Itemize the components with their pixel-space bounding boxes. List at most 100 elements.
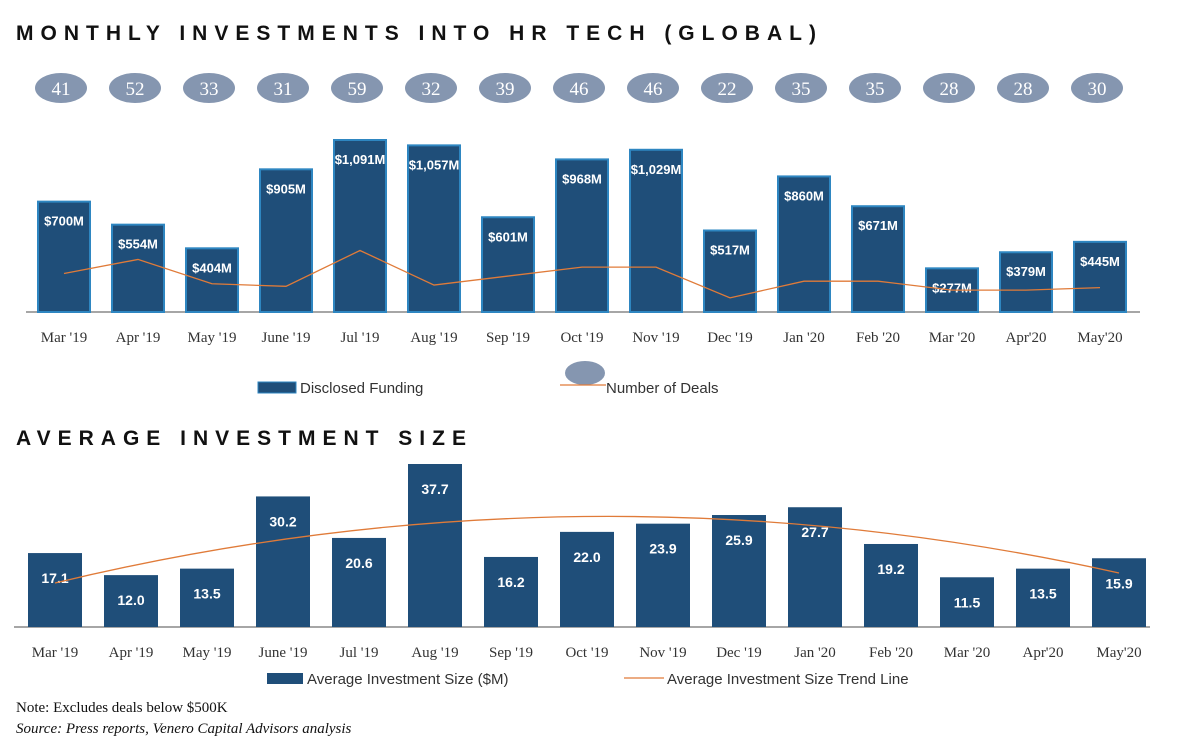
avg-size-bar [712,515,766,627]
legend-funding-label: Disclosed Funding [300,380,423,397]
funding-bar-label: $700M [44,214,84,229]
funding-bar-label: $554M [118,237,158,252]
funding-bar [777,175,831,313]
avg-size-bar-label: 13.5 [1029,586,1056,602]
x-tick-label: Nov '19 [632,330,679,346]
funding-bar [259,168,313,313]
funding-bar [851,205,905,313]
x-tick-label: Dec '19 [707,330,753,346]
x-tick-label-bottom: Apr'20 [1022,645,1063,661]
deals-value-label: 35 [866,79,885,100]
deals-bubble [183,73,235,103]
avg-size-bar-label: 11.5 [954,594,981,610]
funding-bar-label: $277M [932,280,972,295]
avg-size-bar [940,577,994,627]
avg-size-bar [180,568,234,627]
funding-bar [37,200,91,313]
avg-size-bar [28,553,82,627]
funding-bar [999,251,1053,313]
avg-size-bar [104,575,158,627]
funding-bar-label: $968M [562,171,602,186]
avg-size-bar-label: 16.2 [497,574,524,590]
monthly-investments-chart: $700M Mar '19 41 $554M Apr '19 52 $404M May '19… [26,73,1140,397]
avg-size-bar-label: 20.6 [345,555,372,571]
funding-bar-label: $905M [266,181,306,196]
x-tick-label: June '19 [262,330,311,346]
x-tick-label-bottom: Jan '20 [794,645,835,661]
deals-bubble [35,73,87,103]
x-tick-label-bottom: May '19 [183,645,232,661]
funding-bar-label: $445M [1080,254,1120,269]
avg-size-bar [332,537,386,627]
funding-bar [185,247,239,313]
avg-size-bar [636,523,690,627]
funding-bar [407,144,461,313]
avg-size-bar-label: 12.0 [117,592,144,608]
legend-deals-label: Number of Deals [606,380,719,397]
funding-bar [333,139,387,313]
x-tick-label: May '19 [188,330,237,346]
avg-size-bar-label: 27.7 [801,524,828,540]
funding-bar [1073,240,1127,313]
funding-bar-label: $860M [784,188,824,203]
deals-bubble [923,73,975,103]
x-tick-label-bottom: Feb '20 [869,645,913,661]
deals-bubble [997,73,1049,103]
deals-bubble [405,73,457,103]
deals-value-label: 39 [496,79,515,100]
x-tick-label-bottom: Jul '19 [340,645,379,661]
funding-bar [555,158,609,313]
avg-size-bar [560,531,614,627]
x-tick-label: Mar '19 [41,330,87,346]
x-tick-label: Apr '19 [116,330,161,346]
deals-bubble [257,73,309,103]
funding-bar [629,148,683,313]
x-tick-label-bottom: Dec '19 [716,645,762,661]
funding-bar-label: $379M [1006,264,1046,279]
avg-size-bar-label: 37.7 [421,481,448,497]
deals-line [63,249,1101,299]
deals-bubble [701,73,753,103]
legend-trend-label: Average Investment Size Trend Line [667,671,909,688]
avg-size-bar-label: 30.2 [269,513,296,529]
avg-size-bar [484,556,538,627]
deals-value-label: 35 [792,79,811,100]
legend-funding-swatch [257,381,297,394]
x-tick-label: Feb '20 [856,330,900,346]
funding-bar-label: $517M [710,242,750,257]
x-tick-label-bottom: June '19 [259,645,308,661]
deals-value-label: 52 [126,79,145,100]
avg-size-bar [864,543,918,627]
deals-bubble [479,73,531,103]
funding-bar [481,216,535,313]
x-tick-label: Mar '20 [929,330,975,346]
avg-size-bar [408,464,462,627]
funding-bar-label: $1,091M [335,152,386,167]
deals-value-label: 59 [348,79,367,100]
avg-size-bar [1016,568,1070,627]
deals-value-label: 46 [644,79,663,100]
funding-bar-label: $671M [858,218,898,233]
x-tick-label-bottom: Nov '19 [639,645,686,661]
deals-value-label: 32 [422,79,441,100]
avg-size-bar-label: 19.2 [877,561,904,577]
x-tick-label-bottom: Mar '20 [944,645,990,661]
x-tick-label: Jul '19 [341,330,380,346]
funding-bar-label: $1,057M [409,157,460,172]
funding-bar-label: $601M [488,229,528,244]
x-tick-label: Oct '19 [560,330,603,346]
legend-avg-label: Average Investment Size ($M) [307,671,508,688]
x-tick-label-bottom: Aug '19 [411,645,458,661]
deals-bubble [627,73,679,103]
bottom-chart-title: AVERAGE INVESTMENT SIZE [16,427,473,450]
deals-value-label: 22 [718,79,737,100]
avg-size-bar-label: 23.9 [649,541,676,557]
deals-bubble [109,73,161,103]
funding-bar-label: $404M [192,260,232,275]
avg-size-bar-label: 22.0 [573,549,600,565]
avg-size-bar-label: 13.5 [193,586,220,602]
deals-value-label: 28 [940,79,959,100]
note-text: Note: Excludes deals below $500K [16,700,228,716]
x-tick-label: Sep '19 [486,330,530,346]
